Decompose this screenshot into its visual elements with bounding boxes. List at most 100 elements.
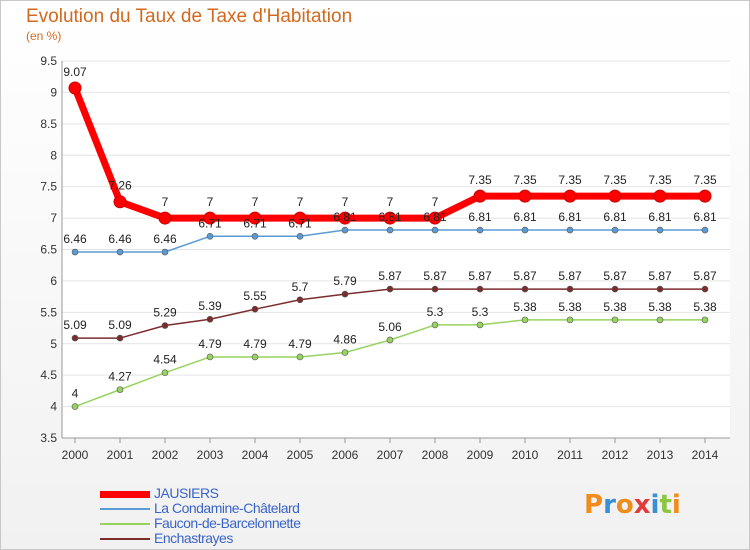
data-label: 5.38 xyxy=(513,300,537,314)
data-label: 5.39 xyxy=(198,299,222,313)
data-point xyxy=(341,290,349,298)
y-tick-label: 5.5 xyxy=(40,305,57,319)
data-point xyxy=(386,336,394,344)
proxiti-logo: Proxiti xyxy=(584,490,681,520)
chart-title: Evolution du Taux de Taxe d'Habitation xyxy=(26,6,353,27)
data-point xyxy=(71,334,79,342)
data-point xyxy=(386,226,394,234)
legend-label: Enchastrayes xyxy=(154,530,233,546)
y-tick-label: 5 xyxy=(50,337,57,351)
data-label: 7.35 xyxy=(693,173,717,187)
data-label: 7 xyxy=(342,195,349,209)
data-label: 5.87 xyxy=(513,269,537,283)
data-label: 5.87 xyxy=(648,269,672,283)
data-label: 6.81 xyxy=(378,210,402,224)
data-label: 5.3 xyxy=(427,305,444,319)
y-tick-label: 8.5 xyxy=(40,117,57,131)
data-label: 5.87 xyxy=(558,269,582,283)
data-label: 7.35 xyxy=(603,173,627,187)
data-label: 5.38 xyxy=(603,300,627,314)
data-label: 6.71 xyxy=(198,216,222,230)
data-point xyxy=(476,285,484,293)
data-point xyxy=(431,321,439,329)
data-point xyxy=(608,189,622,203)
data-point xyxy=(431,226,439,234)
x-tick-label: 2005 xyxy=(287,448,314,462)
data-label: 6.81 xyxy=(333,210,357,224)
data-label: 7 xyxy=(297,195,304,209)
data-label: 4.79 xyxy=(288,337,312,351)
data-label: 4.86 xyxy=(333,333,357,347)
data-point xyxy=(566,316,574,324)
data-point xyxy=(341,226,349,234)
data-point xyxy=(473,189,487,203)
data-label: 9.07 xyxy=(63,65,87,79)
x-tick-label: 2009 xyxy=(467,448,494,462)
data-label: 5.55 xyxy=(243,289,267,303)
data-point xyxy=(383,211,397,225)
data-point xyxy=(338,211,352,225)
data-label: 4 xyxy=(72,387,79,401)
x-tick-label: 2011 xyxy=(557,448,583,462)
data-label: 5.87 xyxy=(603,269,627,283)
data-label: 5.7 xyxy=(292,280,309,294)
data-point xyxy=(161,322,169,329)
data-point xyxy=(251,233,259,240)
data-point xyxy=(161,248,169,256)
logo-letter: o xyxy=(615,490,634,520)
logo-letter: i xyxy=(650,490,660,520)
x-tick-label: 2006 xyxy=(332,448,359,462)
logo-letter: r xyxy=(603,490,616,520)
legend-swatch xyxy=(100,490,150,498)
data-label: 6.81 xyxy=(513,210,537,224)
data-point xyxy=(113,195,127,209)
data-label: 6.81 xyxy=(693,210,717,224)
grid-lines xyxy=(62,60,730,439)
data-label: 7.35 xyxy=(468,173,492,187)
data-point xyxy=(386,285,394,293)
data-label: 6.46 xyxy=(153,232,177,246)
data-point xyxy=(71,248,79,256)
data-label: 5.38 xyxy=(648,300,672,314)
data-label: 7.35 xyxy=(558,173,582,187)
data-point xyxy=(68,81,82,95)
data-point xyxy=(293,211,307,225)
legend-swatch xyxy=(100,538,150,540)
data-point xyxy=(518,189,532,203)
data-label: 5.87 xyxy=(468,269,492,283)
data-label: 6.46 xyxy=(63,232,87,246)
data-point xyxy=(296,296,304,304)
x-tick-label: 2012 xyxy=(602,448,629,462)
data-label: 7.35 xyxy=(513,173,537,187)
data-point xyxy=(521,316,529,324)
y-tick-label: 3.5 xyxy=(40,431,57,445)
legend-swatch xyxy=(100,508,150,510)
data-point xyxy=(656,226,664,234)
data-label: 5.87 xyxy=(693,269,717,283)
legend-label: La Condamine-Châtelard xyxy=(154,500,300,516)
logo-letter: t xyxy=(659,490,672,520)
data-point xyxy=(611,226,619,234)
data-point xyxy=(203,211,217,225)
data-label: 7.26 xyxy=(108,179,132,193)
data-label: 5.09 xyxy=(108,318,132,332)
x-tick-label: 2013 xyxy=(647,448,674,462)
data-point xyxy=(653,189,667,203)
data-point xyxy=(116,248,124,256)
data-label: 4.54 xyxy=(153,353,177,367)
data-point xyxy=(161,369,169,376)
data-label: 7 xyxy=(252,195,259,209)
x-tick-label: 2008 xyxy=(422,448,449,462)
data-label: 6.71 xyxy=(288,216,312,230)
data-label: 5.29 xyxy=(153,306,177,320)
data-label: 7.35 xyxy=(648,173,672,187)
data-label: 6.81 xyxy=(558,210,582,224)
logo-letter: x xyxy=(633,490,651,520)
x-tick-label: 2014 xyxy=(692,448,719,462)
data-point xyxy=(701,285,709,293)
y-tick-label: 4.5 xyxy=(40,368,57,382)
data-label: 4.79 xyxy=(198,337,222,351)
data-point xyxy=(251,353,259,361)
y-tick-label: 6.5 xyxy=(40,243,57,257)
